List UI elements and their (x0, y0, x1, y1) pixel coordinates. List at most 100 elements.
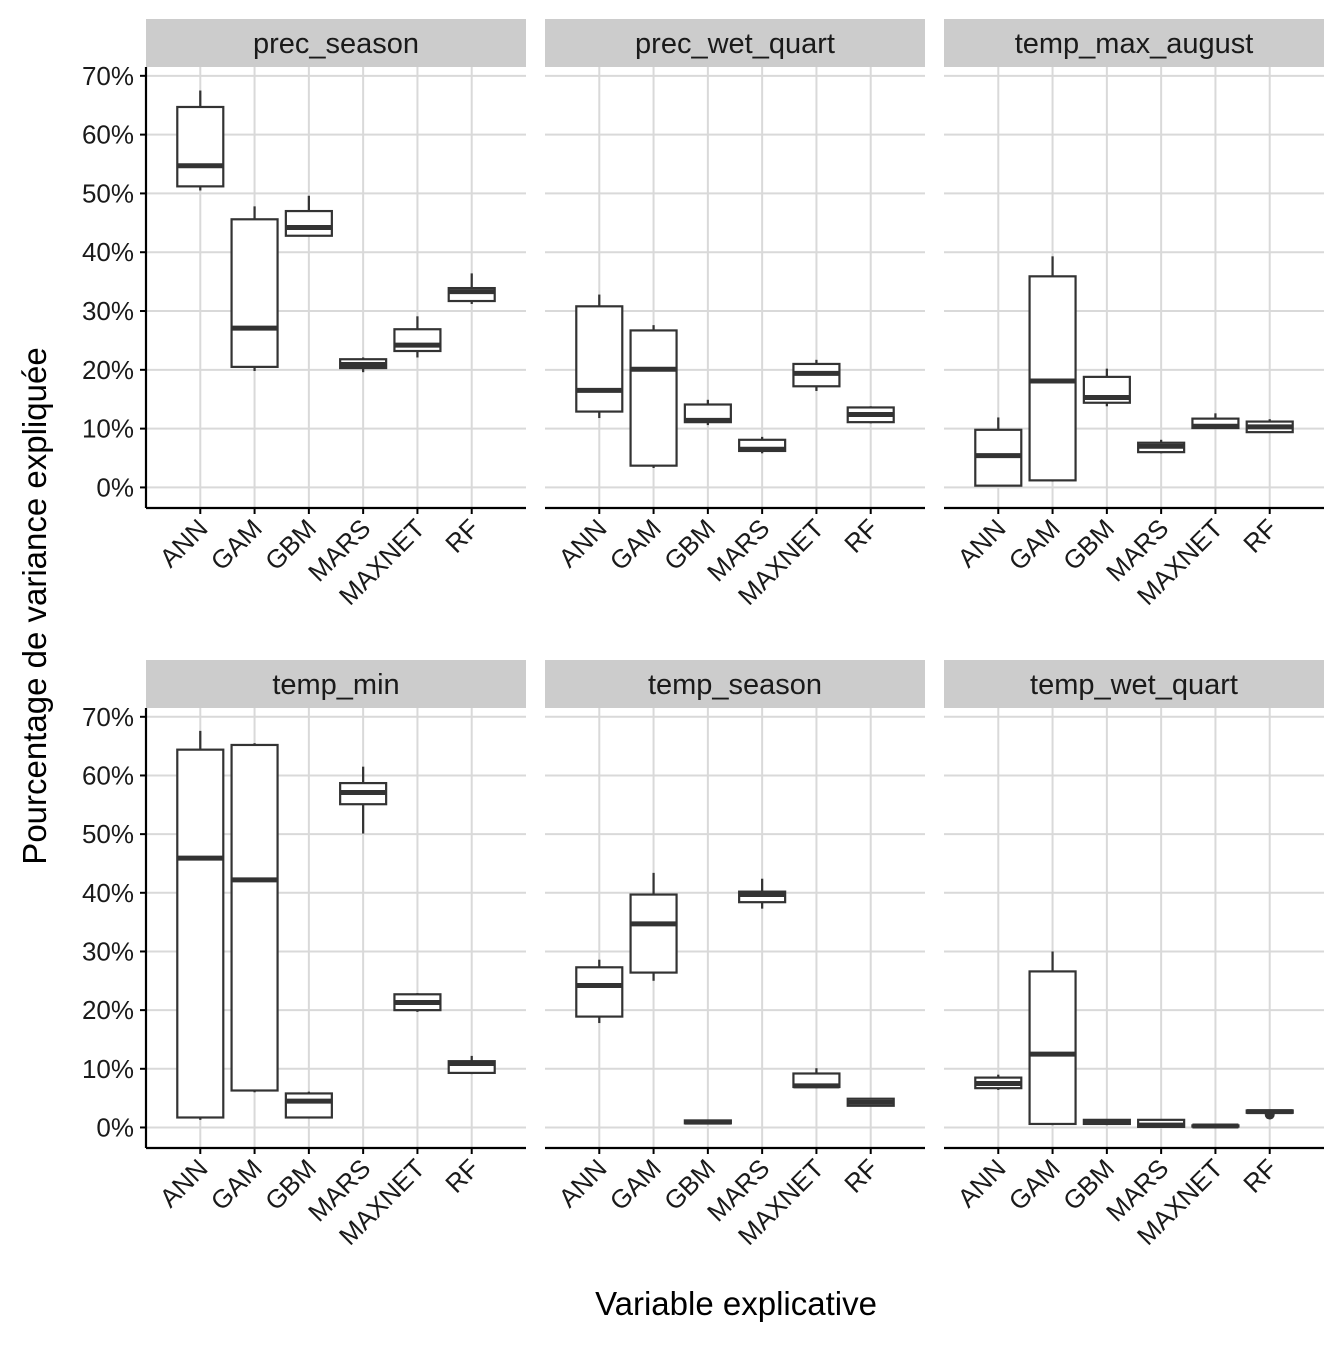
y-tick-label: 70% (82, 61, 134, 91)
box-GAM (1028, 951, 1077, 1126)
box-body (284, 209, 333, 237)
x-tick-label: RF (838, 513, 884, 559)
panel-title: temp_max_august (1015, 28, 1254, 60)
x-tick-label: ANN (552, 1153, 612, 1213)
box-MARS (738, 436, 787, 454)
y-tick-label: 60% (82, 760, 134, 790)
box-GAM (629, 872, 678, 981)
y-axis-title: Pourcentage de variance expliquée (16, 347, 53, 864)
box-body (230, 218, 279, 368)
x-tick-label: RF (439, 1153, 485, 1199)
box-body (1028, 970, 1077, 1126)
outlier-point (1264, 1109, 1275, 1120)
box-body (284, 1092, 333, 1119)
panel-strip-background (944, 660, 1324, 708)
box-RF (1245, 419, 1294, 434)
box-GBM (284, 1091, 333, 1119)
panel-strip-background (944, 19, 1324, 67)
x-tick-label: GAM (604, 513, 667, 576)
box-body (176, 105, 225, 188)
box-GAM (1028, 256, 1077, 482)
y-tick-label: 30% (82, 296, 134, 326)
box-body (393, 328, 442, 353)
x-tick-label: RF (838, 1153, 884, 1199)
box-MARS (1137, 1118, 1186, 1128)
box-body (176, 748, 225, 1119)
panel-strip-background (146, 660, 526, 708)
box-GBM (1082, 1118, 1131, 1126)
x-tick-label: RF (1237, 513, 1283, 559)
box-GBM (1082, 368, 1131, 407)
panel-strip-background (146, 19, 526, 67)
box-RF (846, 406, 895, 424)
panel-strip-background (545, 660, 925, 708)
y-tick-label: 0% (96, 1112, 134, 1142)
box-RF (846, 1097, 895, 1107)
box-MAXNET (1191, 1123, 1240, 1129)
y-tick-label: 40% (82, 237, 134, 267)
y-tick-label: 50% (82, 819, 134, 849)
x-tick-label: GAM (604, 1153, 667, 1216)
x-tick-label: GAM (1003, 1153, 1066, 1216)
box-body (575, 966, 624, 1018)
y-tick-label: 70% (82, 702, 134, 732)
box-RF (1245, 1109, 1294, 1120)
box-MAXNET (792, 1068, 841, 1089)
box-MAXNET (393, 993, 442, 1012)
panel-title: temp_season (648, 669, 822, 701)
y-tick-label: 20% (82, 355, 134, 385)
box-body (629, 893, 678, 974)
panel-title: temp_wet_quart (1030, 669, 1238, 701)
box-MARS (1137, 439, 1186, 454)
y-tick-label: 0% (96, 472, 134, 502)
box-RF (447, 273, 496, 304)
box-MAXNET (393, 316, 442, 358)
box-GBM (683, 1119, 732, 1125)
x-tick-label: ANN (153, 513, 213, 573)
box-body (575, 305, 624, 413)
x-tick-label: RF (1237, 1153, 1283, 1199)
box-GAM (230, 206, 279, 371)
box-RF (447, 1055, 496, 1075)
x-tick-label: GAM (205, 513, 268, 576)
x-tick-label: ANN (552, 513, 612, 573)
x-tick-label: ANN (951, 513, 1011, 573)
box-body (1028, 275, 1077, 482)
panel-title: temp_min (272, 669, 399, 701)
panel-title: prec_season (253, 28, 419, 60)
box-ANN (974, 417, 1023, 487)
box-ANN (176, 90, 225, 191)
y-tick-label: 30% (82, 936, 134, 966)
x-tick-label: ANN (951, 1153, 1011, 1213)
box-body (230, 743, 279, 1092)
panel-title: prec_wet_quart (635, 28, 835, 60)
box-MAXNET (1191, 413, 1240, 430)
x-tick-label: RF (439, 513, 485, 559)
box-GBM (683, 399, 732, 426)
y-tick-label: 40% (82, 878, 134, 908)
y-tick-label: 60% (82, 120, 134, 150)
box-MAXNET (792, 359, 841, 391)
box-GAM (230, 743, 279, 1093)
box-ANN (176, 730, 225, 1120)
box-ANN (974, 1074, 1023, 1090)
box-body (629, 329, 678, 467)
box-GBM (284, 195, 333, 237)
box-MARS (738, 878, 787, 909)
x-axis-title: Variable explicative (595, 1285, 877, 1322)
y-tick-label: 50% (82, 178, 134, 208)
box-ANN (575, 294, 624, 419)
box-MARS (339, 357, 388, 373)
panel-strip-background (545, 19, 925, 67)
panel-temp_min: temp_min0%10%20%30%40%50%60%70%ANNGAMGBM… (82, 660, 526, 1251)
y-tick-label: 10% (82, 1054, 134, 1084)
box-GAM (629, 325, 678, 469)
panel-prec_season: prec_season 0% 10% 20% 30% 40% 50% 60% 70% ANNGAM… (82, 19, 526, 611)
box-MARS (339, 766, 388, 834)
